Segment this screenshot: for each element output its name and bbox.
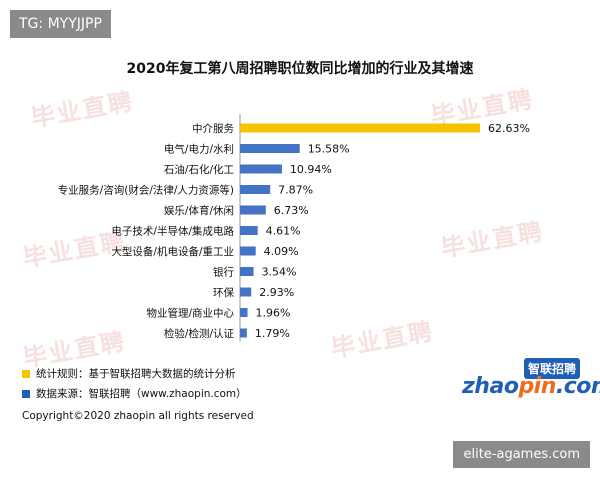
- value-label: 6.73%: [274, 204, 309, 217]
- logo-en-right: .com: [555, 374, 600, 399]
- bar: [240, 246, 256, 256]
- logo-cn-text: 智联招聘: [524, 358, 581, 379]
- category-label: 专业服务/咨询(财会/法律/人力资源等): [58, 184, 234, 197]
- legend-swatch-yellow: [22, 369, 30, 378]
- bar: [240, 205, 266, 215]
- category-label: 石油/石化/化工: [164, 163, 234, 176]
- category-label: 电子技术/半导体/集成电路: [111, 225, 234, 238]
- bar: [240, 287, 252, 297]
- logo-en-mid: pin: [518, 374, 556, 399]
- value-label: 62.63%: [488, 122, 530, 135]
- value-label: 15.58%: [308, 143, 350, 156]
- value-label: 4.61%: [266, 225, 301, 238]
- category-label: 物业管理/商业中心: [146, 307, 234, 320]
- bar: [240, 226, 258, 235]
- value-label: 10.94%: [290, 163, 332, 176]
- value-label: 7.87%: [278, 184, 313, 197]
- chart-panel: [10, 8, 590, 468]
- value-label: 2.93%: [259, 286, 294, 299]
- legend-swatch-blue: [22, 389, 30, 398]
- category-label: 电气/电力/水利: [164, 143, 234, 156]
- zhaopin-logo: 智联招聘 zhaopin.com: [440, 358, 600, 408]
- legend-item-source: 数据来源：智联招聘（www.zhaopin.com）: [22, 386, 247, 401]
- bar: [240, 328, 247, 338]
- bar: [240, 185, 271, 194]
- bar: [240, 123, 480, 133]
- category-label: 环保: [213, 286, 234, 299]
- copyright-text: Copyright©2020 zhaopin all rights reserv…: [22, 410, 254, 422]
- chart-title: 2020年复工第八周招聘职位数同比增加的行业及其增速: [126, 61, 474, 77]
- value-label: 1.96%: [256, 307, 291, 320]
- category-label: 银行: [213, 266, 234, 279]
- bar: [240, 144, 300, 153]
- value-label: 1.79%: [255, 327, 290, 340]
- logo-en-text: zhaopin.com: [462, 374, 600, 399]
- legend-text-rule: 统计规则：基于智联招聘大数据的统计分析: [36, 368, 236, 380]
- logo-en-left: zhao: [462, 374, 519, 399]
- category-label: 大型设备/机电设备/重工业: [111, 245, 234, 258]
- legend-item-rule: 统计规则：基于智联招聘大数据的统计分析: [22, 366, 236, 381]
- value-label: 3.54%: [262, 266, 297, 279]
- legend-text-source: 数据来源：智联招聘（www.zhaopin.com）: [36, 388, 247, 400]
- category-label: 中介服务: [192, 122, 234, 135]
- site-label: elite-agames.com: [453, 441, 590, 468]
- bar: [240, 308, 248, 317]
- category-label: 娱乐/体育/休闲: [164, 204, 234, 217]
- tg-tag: TG: MYYJJPP: [10, 10, 111, 38]
- value-label: 4.09%: [264, 245, 299, 258]
- bar: [240, 164, 282, 174]
- bar: [240, 267, 254, 276]
- category-label: 检验/检测/认证: [164, 327, 235, 340]
